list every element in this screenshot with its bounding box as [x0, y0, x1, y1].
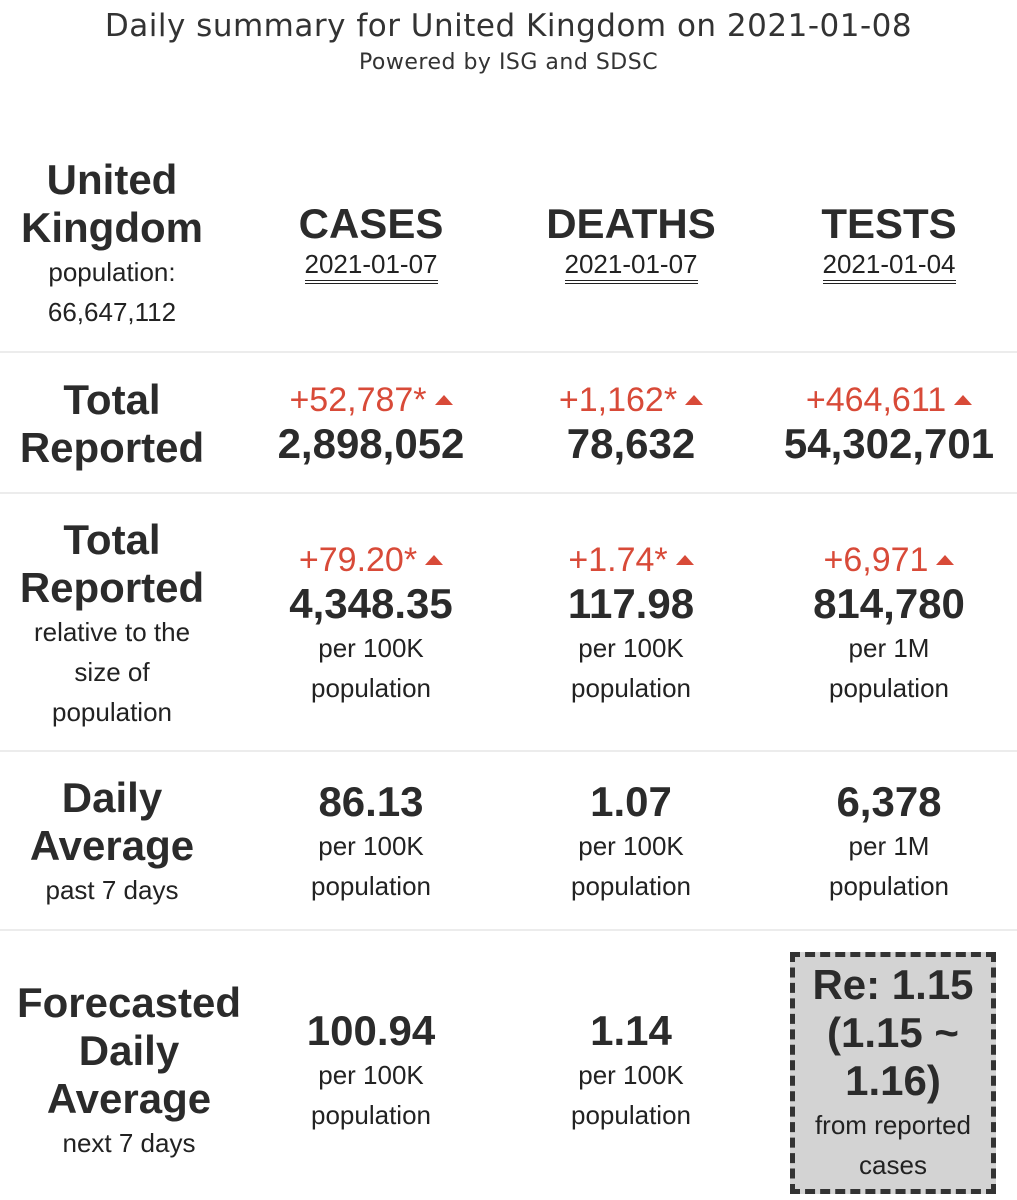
region-header: United Kingdom population: 66,647,112: [0, 156, 224, 332]
relative-label: Total Reported relative to the size of p…: [0, 516, 224, 732]
up-triangle-icon: [936, 555, 955, 566]
relative-sub-line1: relative to the: [33, 617, 191, 647]
region-name-line2: Kingdom: [21, 204, 203, 251]
divider: [0, 492, 1017, 494]
tests-column-header: TESTS 2021-01-04: [761, 200, 1017, 284]
tests-date-link[interactable]: 2021-01-04: [822, 248, 956, 284]
total-deaths-delta: +1,162*: [501, 380, 761, 420]
total-deaths-cell: +1,162* 78,632: [501, 380, 761, 468]
relative-deaths-unit1: per 100K: [578, 633, 684, 663]
forecast-cases-unit2: population: [311, 1100, 431, 1130]
region-name-line1: United: [46, 156, 178, 203]
daily-tests-unit2: population: [829, 871, 949, 901]
forecast-cases-unit1: per 100K: [318, 1060, 424, 1090]
cases-header: CASES: [298, 200, 444, 247]
up-triangle-icon: [685, 395, 704, 406]
forecast-deaths-unit2: population: [571, 1100, 691, 1130]
forecast-cases-cell: 100.94 per 100K population: [241, 1007, 501, 1135]
re-line3: 1.16): [845, 1057, 941, 1104]
re-sub1: from reported: [814, 1110, 972, 1140]
daily-deaths-unit1: per 100K: [578, 831, 684, 861]
up-triangle-icon: [954, 395, 973, 406]
forecast-cases-value: 100.94: [306, 1007, 436, 1054]
daily-average-label: Daily Average past 7 days: [0, 774, 224, 910]
relative-deaths-cell: +1.74* 117.98 per 100K population: [501, 540, 761, 708]
daily-cases-unit1: per 100K: [318, 831, 424, 861]
population-value: 66,647,112: [47, 297, 177, 327]
total-cases-delta: +52,787*: [241, 380, 501, 420]
up-triangle-icon: [675, 555, 694, 566]
relative-deaths-unit2: population: [571, 673, 691, 703]
daily-label-sub: past 7 days: [45, 875, 179, 905]
re-sub2: cases: [859, 1150, 927, 1180]
total-tests-delta: +464,611: [761, 380, 1017, 420]
daily-deaths-cell: 1.07 per 100K population: [501, 778, 761, 906]
daily-tests-value: 6,378: [836, 778, 942, 825]
deaths-date-link[interactable]: 2021-01-07: [564, 248, 698, 284]
deaths-header: DEATHS: [546, 200, 716, 247]
total-deaths-value: 78,632: [566, 420, 696, 467]
re-line2: (1.15 ~: [827, 1009, 959, 1056]
relative-label-line1: Total: [63, 516, 161, 563]
forecast-label-line1: Forecasted: [16, 979, 242, 1026]
page-subtitle: Powered by ISG and SDSC: [358, 50, 659, 75]
forecast-deaths-unit1: per 100K: [578, 1060, 684, 1090]
relative-tests-delta: +6,971: [761, 540, 1017, 580]
divider: [0, 750, 1017, 752]
total-cases-value: 2,898,052: [277, 420, 465, 467]
relative-cases-unit1: per 100K: [318, 633, 424, 663]
relative-deaths-delta: +1.74*: [501, 540, 761, 580]
total-reported-label: Total Reported: [0, 376, 224, 472]
relative-cases-cell: +79.20* 4,348.35 per 100K population: [241, 540, 501, 708]
population-label: population:: [48, 257, 176, 287]
daily-tests-cell: 6,378 per 1M population: [761, 778, 1017, 906]
re-line1: Re: 1.15: [812, 961, 974, 1008]
daily-cases-unit2: population: [311, 871, 431, 901]
divider: [0, 929, 1017, 931]
cases-date-link[interactable]: 2021-01-07: [304, 248, 438, 284]
forecast-deaths-cell: 1.14 per 100K population: [501, 1007, 761, 1135]
forecast-label-line2: Daily: [78, 1027, 180, 1074]
daily-label-line2: Average: [29, 822, 195, 869]
daily-tests-unit1: per 1M: [848, 831, 930, 861]
daily-cases-cell: 86.13 per 100K population: [241, 778, 501, 906]
relative-tests-cell: +6,971 814,780 per 1M population: [761, 540, 1017, 708]
relative-sub-line3: population: [52, 697, 172, 727]
relative-cases-value: 4,348.35: [289, 580, 453, 627]
relative-tests-unit2: population: [829, 673, 949, 703]
deaths-column-header: DEATHS 2021-01-07: [501, 200, 761, 284]
re-estimate-box: Re: 1.15 (1.15 ~ 1.16) from reported cas…: [790, 952, 996, 1194]
daily-deaths-value: 1.07: [590, 778, 672, 825]
daily-deaths-unit2: population: [571, 871, 691, 901]
relative-cases-delta: +79.20*: [241, 540, 501, 580]
up-triangle-icon: [434, 395, 453, 406]
total-cases-cell: +52,787* 2,898,052: [241, 380, 501, 468]
relative-sub-line2: size of: [74, 657, 150, 687]
total-label-line2: Reported: [19, 424, 205, 471]
forecast-label-sub: next 7 days: [62, 1128, 196, 1158]
forecast-label: Forecasted Daily Average next 7 days: [0, 979, 258, 1163]
relative-deaths-value: 117.98: [567, 580, 695, 627]
forecast-deaths-value: 1.14: [590, 1007, 672, 1054]
page-title: Daily summary for United Kingdom on 2021…: [104, 8, 913, 44]
daily-label-line1: Daily: [61, 774, 163, 821]
relative-tests-value: 814,780: [813, 580, 965, 627]
relative-label-line2: Reported: [19, 564, 205, 611]
up-triangle-icon: [425, 555, 444, 566]
forecast-label-line3: Average: [46, 1075, 212, 1122]
total-label-line1: Total: [63, 376, 161, 423]
tests-header: TESTS: [821, 200, 957, 247]
relative-tests-unit1: per 1M: [848, 633, 930, 663]
divider: [0, 351, 1017, 353]
relative-cases-unit2: population: [311, 673, 431, 703]
daily-cases-value: 86.13: [318, 778, 424, 825]
total-tests-value: 54,302,701: [783, 420, 995, 467]
cases-column-header: CASES 2021-01-07: [241, 200, 501, 284]
total-tests-cell: +464,611 54,302,701: [761, 380, 1017, 468]
